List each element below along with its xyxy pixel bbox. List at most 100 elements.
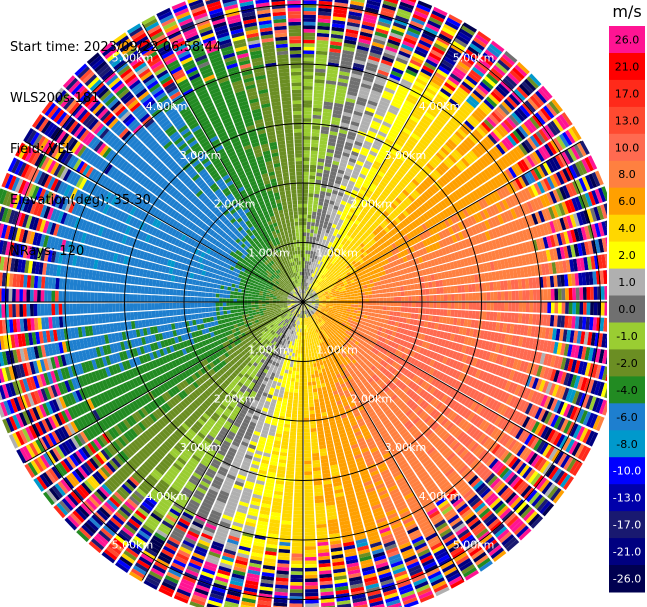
range-gate bbox=[465, 98, 478, 109]
range-gate bbox=[310, 161, 317, 166]
range-gate bbox=[336, 303, 341, 306]
range-gate bbox=[308, 291, 311, 295]
range-gate bbox=[307, 275, 310, 280]
range-gate bbox=[521, 81, 534, 94]
range-gate bbox=[402, 199, 410, 207]
range-gate bbox=[323, 105, 333, 110]
range-gate bbox=[390, 292, 394, 297]
range-gate bbox=[349, 312, 354, 315]
range-gate bbox=[303, 293, 305, 297]
range-gate bbox=[461, 55, 475, 66]
range-gate bbox=[344, 247, 350, 253]
range-gate bbox=[308, 283, 311, 288]
range-gate bbox=[370, 147, 379, 154]
range-gate bbox=[433, 169, 442, 178]
range-gate bbox=[399, 81, 411, 90]
range-gate bbox=[353, 62, 365, 69]
range-gate bbox=[380, 97, 391, 104]
range-gate bbox=[371, 120, 381, 127]
range-gate bbox=[357, 176, 365, 183]
range-gate bbox=[414, 176, 422, 184]
range-gate bbox=[371, 312, 376, 317]
range-gate bbox=[317, 22, 331, 27]
range-gate bbox=[379, 127, 389, 135]
range-gate bbox=[369, 150, 378, 157]
range-gate bbox=[351, 189, 359, 195]
range-gate bbox=[327, 261, 331, 266]
range-gate bbox=[365, 6, 379, 14]
ray-7 bbox=[303, 0, 433, 301]
range-gate bbox=[382, 200, 390, 208]
range-gate bbox=[315, 57, 327, 63]
range-gate bbox=[390, 297, 394, 302]
range-gate bbox=[417, 184, 426, 193]
range-gate bbox=[354, 242, 360, 248]
range-gate bbox=[341, 212, 347, 218]
range-gate bbox=[329, 200, 335, 205]
range-gate bbox=[331, 23, 345, 29]
range-gate bbox=[309, 175, 316, 180]
range-gate bbox=[388, 77, 400, 85]
range-gate bbox=[376, 209, 383, 216]
range-gate bbox=[447, 120, 459, 130]
range-gate bbox=[396, 11, 411, 20]
range-gate bbox=[471, 40, 485, 51]
range-gate bbox=[382, 121, 392, 128]
range-gate bbox=[319, 238, 323, 243]
range-gate bbox=[304, 289, 306, 294]
range-gate bbox=[358, 298, 362, 302]
range-gate bbox=[419, 138, 429, 148]
range-gate bbox=[313, 104, 323, 109]
range-gate bbox=[350, 307, 355, 310]
range-gate bbox=[500, 80, 513, 93]
ray-3 bbox=[303, 0, 365, 301]
range-gate bbox=[356, 216, 363, 223]
range-gate bbox=[317, 252, 322, 257]
range-gate bbox=[312, 114, 322, 119]
range-gate bbox=[497, 302, 502, 311]
range-gate bbox=[459, 28, 474, 39]
range-gate bbox=[329, 303, 334, 305]
range-gate bbox=[303, 114, 312, 119]
range-gate bbox=[448, 98, 460, 108]
range-gate bbox=[374, 227, 381, 234]
range-gate bbox=[341, 224, 347, 229]
range-gate bbox=[383, 174, 392, 182]
range-gate bbox=[338, 74, 350, 80]
range-gate bbox=[322, 176, 329, 182]
range-gate bbox=[326, 299, 330, 301]
range-gate bbox=[335, 198, 342, 204]
range-gate bbox=[390, 202, 397, 210]
range-gate bbox=[446, 286, 451, 294]
range-gate bbox=[478, 57, 492, 69]
range-gate bbox=[427, 19, 442, 29]
range-gate bbox=[306, 225, 311, 230]
range-gate bbox=[381, 7, 396, 15]
range-gate bbox=[493, 291, 498, 301]
range-gate bbox=[358, 153, 367, 160]
range-gate bbox=[463, 78, 476, 89]
range-gate bbox=[303, 260, 305, 265]
range-gate bbox=[371, 214, 378, 221]
range-gate bbox=[411, 290, 416, 296]
range-gate bbox=[316, 36, 329, 41]
range-gate bbox=[312, 118, 321, 123]
range-gate bbox=[349, 177, 357, 183]
range-gate bbox=[358, 304, 362, 308]
range-gate bbox=[470, 131, 481, 142]
range-gate bbox=[393, 122, 403, 130]
range-gate bbox=[582, 287, 587, 300]
range-gate bbox=[457, 86, 469, 97]
range-gate bbox=[325, 214, 331, 219]
range-gate bbox=[333, 240, 338, 245]
range-gate bbox=[397, 8, 412, 17]
range-gate bbox=[476, 107, 488, 118]
range-gate bbox=[364, 10, 378, 17]
range-gate bbox=[352, 114, 362, 120]
range-gate bbox=[386, 111, 397, 119]
range-gate bbox=[347, 294, 351, 297]
range-gate bbox=[522, 290, 527, 301]
range-gate bbox=[401, 106, 412, 115]
range-gate bbox=[332, 231, 338, 237]
range-gate bbox=[344, 35, 358, 42]
